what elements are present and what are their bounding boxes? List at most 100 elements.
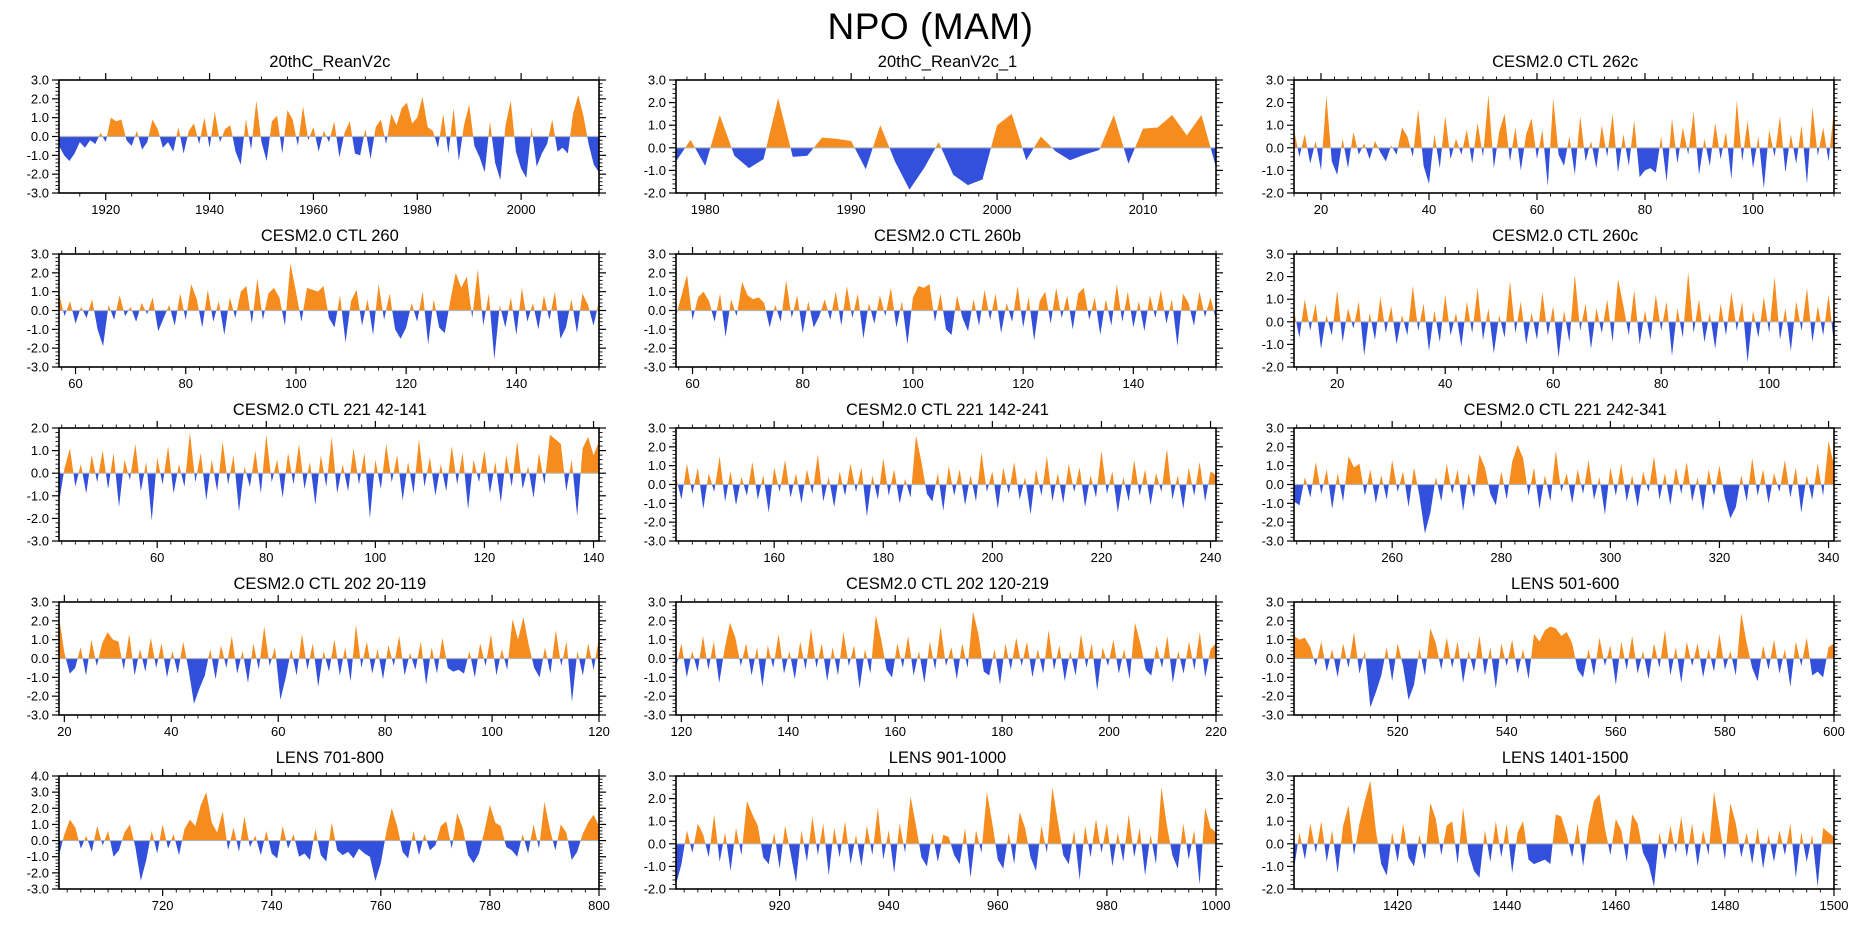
positive-area [1294, 272, 1835, 322]
x-tick-label: 40 [1422, 202, 1436, 217]
subplot-cesm2-ctl-202-20-119: CESM2.0 CTL 202 20-119 -3.0 -2.0 -1.0 0.0 1.0… [6, 574, 620, 742]
y-tick-label: 3.0 [648, 769, 666, 784]
y-tick-label: -3.0 [1262, 534, 1284, 549]
negative-area [58, 136, 599, 180]
x-tick-label: 60 [150, 550, 164, 565]
subplot-cesm2-ctl-260: CESM2.0 CTL 260 -3.0 -2.0 -1.0 0.0 1.0 2.0 3.0 6… [6, 226, 620, 394]
positive-area [1294, 441, 1835, 485]
y-tick-label: -3.0 [644, 534, 666, 549]
y-tick-label: -1.0 [1262, 859, 1284, 874]
positive-area [676, 98, 1217, 148]
subplot-plot: -3.0 -2.0-1.00.01.02.03.04.0 720 740 760 780 8… [26, 769, 610, 914]
subplot-plot: -3.0 -2.0 -1.0 0.0 1.0 2.0 3.0 60 80 100 120 140 [644, 247, 1224, 391]
y-tick-label: 1.0 [1266, 458, 1284, 473]
subplot-plot: -2.0 -1.0 0.0 1.0 2.0 3.0 920 940 960 980 1000 [644, 769, 1231, 914]
x-tick-label: 60 [1546, 376, 1560, 391]
x-tick-label: 100 [364, 550, 386, 565]
y-tick-label: -2.0 [644, 186, 666, 201]
y-tick-label: 4.0 [31, 769, 49, 784]
positive-area [1294, 780, 1835, 844]
y-tick-label: -2.0 [1262, 689, 1284, 704]
y-tick-label: 2.0 [31, 801, 49, 816]
plot-frame [675, 601, 1218, 716]
y-tick-label: 0.0 [1266, 140, 1284, 155]
subplot-plot: -2.0 -1.0 0.0 1.0 2.0 3.0 1420 1440 1460 1480 1500 [1262, 769, 1849, 914]
x-tick-label: 220 [1206, 724, 1228, 739]
subplot-cesm2-ctl-221-142-241: CESM2.0 CTL 221 142-241 -3.0 -2.0 -1.0 0.0 1.… [624, 400, 1238, 568]
subplot-cesm2-ctl-221-242-341: CESM2.0 CTL 221 242-341 -3.0 -2.0 -1.0 0.0 1.… [1241, 400, 1855, 568]
y-tick-label: 1.0 [648, 118, 666, 133]
x-tick-label: 300 [1600, 550, 1622, 565]
y-tick-label: 1.0 [648, 814, 666, 829]
y-tick-label: 3.0 [31, 785, 49, 800]
y-tick-label: 2.0 [648, 95, 666, 110]
y-tick-label: -2.0 [1262, 882, 1284, 897]
plot-frame [1293, 601, 1835, 716]
plot-frame [1293, 79, 1835, 194]
x-tick-label: 120 [671, 724, 693, 739]
subplot-20thc-reanv2c: 20thC_ReanV2c -3.0 -2.0 -1.0 0.0 1.0 2.0 3.0 192… [6, 52, 620, 220]
positive-area [58, 432, 599, 474]
y-tick-label: 0.0 [1266, 314, 1284, 329]
y-tick-label: 2.0 [648, 791, 666, 806]
x-tick-label: 40 [164, 724, 178, 739]
x-tick-label: 120 [588, 724, 610, 739]
negative-area [1294, 484, 1835, 534]
x-tick-label: 580 [1714, 724, 1736, 739]
y-tick-label: 0.0 [31, 833, 49, 848]
subplot-plot: -2.0 -1.0 0.0 1.0 2.0 3.0 1980 1990 2000 2010 [644, 73, 1224, 217]
y-tick-label: 1.0 [1266, 632, 1284, 647]
subplot-lens-901-1000: LENS 901-1000 -2.0 -1.0 0.0 1.0 2.0 3.0 920 940 9… [624, 748, 1238, 916]
x-tick-label: 1500 [1820, 898, 1849, 913]
negative-area [1294, 658, 1835, 708]
x-tick-label: 140 [778, 724, 800, 739]
negative-area [676, 147, 1217, 190]
negative-area [58, 658, 599, 704]
y-tick-label: 0.0 [31, 303, 49, 318]
x-tick-label: 80 [178, 376, 192, 391]
y-tick-label: 2.0 [648, 613, 666, 628]
y-tick-label: -3.0 [26, 534, 48, 549]
x-tick-label: 60 [68, 376, 82, 391]
x-tick-label: 100 [903, 376, 925, 391]
plot-frame [1293, 253, 1835, 368]
subplot-plot: -3.0 -2.0 -1.0 0.0 1.0 2.0 3.0 160 180 200 220 240 [644, 421, 1224, 565]
negative-area [676, 658, 1217, 691]
x-tick-label: 2000 [983, 202, 1012, 217]
x-tick-label: 1420 [1383, 898, 1412, 913]
x-tick-label: 720 [152, 898, 174, 913]
x-tick-label: 1980 [403, 202, 432, 217]
x-tick-label: 320 [1709, 550, 1731, 565]
x-tick-label: 1460 [1602, 898, 1631, 913]
positive-area [58, 263, 599, 311]
y-tick-label: 2.0 [1266, 269, 1284, 284]
y-tick-label: 2.0 [31, 265, 49, 280]
y-tick-label: -2.0 [26, 167, 48, 182]
y-tick-label: -2.0 [1262, 515, 1284, 530]
y-tick-label: 2.0 [1266, 439, 1284, 454]
x-tick-label: 60 [271, 724, 285, 739]
x-tick-label: 260 [1381, 550, 1403, 565]
y-tick-label: 1.0 [648, 458, 666, 473]
x-tick-label: 140 [583, 550, 605, 565]
subplot-plot: -3.0 -2.0 -1.0 0.0 1.0 2.0 3.0 1920 1940 1960 1980… [26, 73, 606, 217]
y-tick-label: -3.0 [644, 708, 666, 723]
x-tick-label: 100 [1759, 376, 1781, 391]
subplot-title: CESM2.0 CTL 221 42-141 [232, 401, 427, 419]
y-tick-label: 1.0 [31, 632, 49, 647]
subplot-plot: -2.0 -1.0 0.0 1.0 2.0 3.0 20 40 60 80 100 [1262, 247, 1842, 391]
y-tick-label: 2.0 [648, 439, 666, 454]
y-tick-label: 3.0 [1266, 769, 1284, 784]
x-tick-label: 800 [588, 898, 610, 913]
x-tick-label: 1480 [1711, 898, 1740, 913]
y-tick-label: -1.0 [644, 859, 666, 874]
x-tick-label: 740 [261, 898, 283, 913]
positive-area [58, 792, 599, 841]
x-tick-label: 60 [686, 376, 700, 391]
subplot-title: CESM2.0 CTL 262c [1492, 53, 1639, 71]
subplot-title: LENS 501-600 [1511, 575, 1620, 593]
chart-grid: 20thC_ReanV2c -3.0 -2.0 -1.0 0.0 1.0 2.0 3.0 192… [0, 50, 1861, 916]
positive-area [58, 617, 599, 659]
subplot-plot: -3.0 -2.0 -1.0 0.0 1.0 2.0 3.0 260 280 300 320 340 [1262, 421, 1842, 565]
x-tick-label: 1940 [195, 202, 224, 217]
